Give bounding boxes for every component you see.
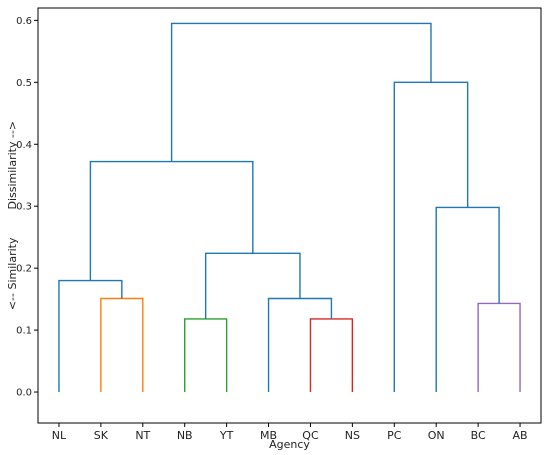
- dendrogram-link: [435, 206, 500, 393]
- dendrogram-link: [204, 252, 301, 319]
- y-tick-label: 0.1: [16, 326, 32, 337]
- x-tick-label-on: ON: [428, 429, 445, 442]
- y-tick-label: 0.6: [16, 16, 32, 27]
- y-tick-label: 0.0: [16, 388, 32, 399]
- y-axis-ticks: 0.0 0.1 0.2 0.3 0.4 0.5 0.6: [16, 16, 38, 399]
- dendrogram-link: [477, 302, 521, 393]
- dendrogram-link: [267, 297, 333, 393]
- dendrogram-link: [309, 318, 354, 393]
- dendrogram-links: [58, 22, 521, 393]
- x-tick-label-ns: NS: [345, 429, 360, 442]
- x-tick-label-pc: PC: [387, 429, 402, 442]
- y-tick-label: 0.3: [16, 202, 32, 213]
- x-tick-label-nl: NL: [52, 429, 67, 442]
- x-tick-label-bc: BC: [471, 429, 486, 442]
- dendrogram-link: [184, 318, 228, 393]
- y-tick-label: 0.2: [16, 264, 32, 275]
- x-axis-label: Agency: [269, 438, 310, 451]
- x-tick-label-nt: NT: [135, 429, 150, 442]
- y-tick-label: 0.5: [16, 78, 32, 89]
- dendrogram-link: [58, 279, 123, 393]
- x-axis-ticks: NL SK NT NB YT MB QC NS PC ON BC AB: [52, 423, 528, 442]
- dendrogram-link: [170, 22, 432, 162]
- y-axis-label: <-- Similarity Dissimilarity -->: [6, 121, 19, 310]
- dendrogram-link: [100, 297, 144, 393]
- dendrogram-link: [89, 160, 254, 281]
- x-tick-label-sk: SK: [94, 429, 109, 442]
- y-tick-label: 0.4: [16, 140, 32, 151]
- x-tick-label-yt: YT: [219, 429, 234, 442]
- x-tick-label-ab: AB: [513, 429, 528, 442]
- dendrogram-link: [393, 81, 469, 393]
- x-tick-label-qc: QC: [302, 429, 319, 442]
- x-tick-label-mb: MB: [260, 429, 277, 442]
- plot-area-frame: [37, 7, 542, 424]
- x-tick-label-nb: NB: [177, 429, 193, 442]
